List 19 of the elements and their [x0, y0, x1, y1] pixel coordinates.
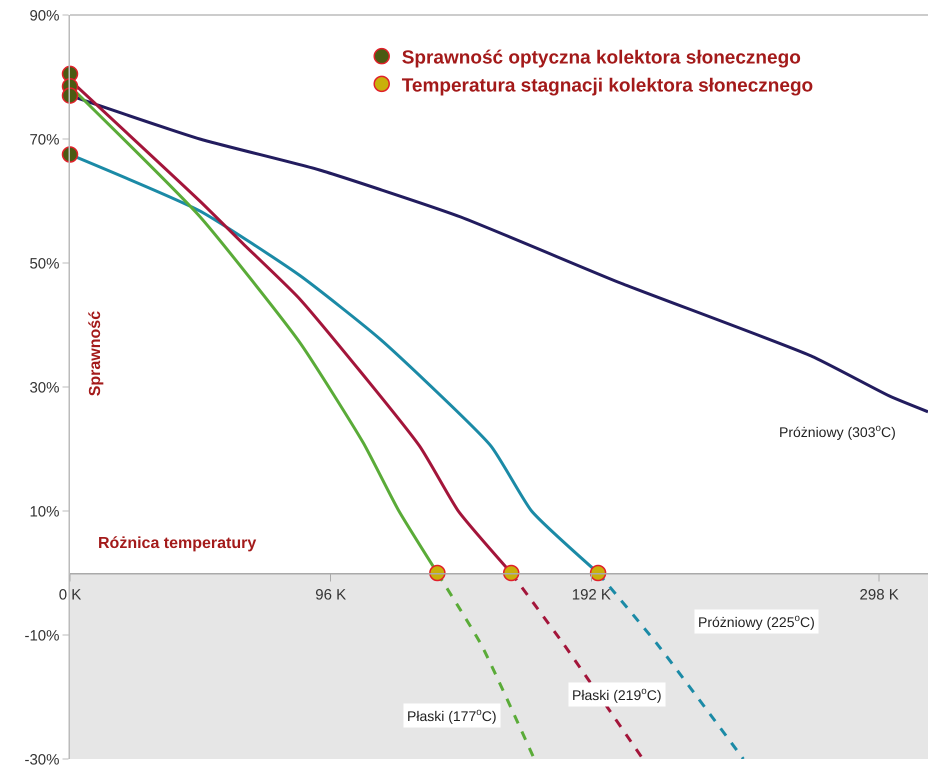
- y-tick-label: -30%: [24, 751, 60, 768]
- annotation: Płaski (177$^{o}$C): [407, 707, 496, 724]
- x-tick-label: 192 K: [572, 586, 611, 604]
- y-tick-label: 50%: [29, 255, 60, 272]
- legend-label: Temperatura stagnacji kolektora słonecznego: [402, 75, 814, 96]
- y-tick-label: 70%: [29, 131, 60, 148]
- y-tick-label: 10%: [29, 503, 60, 520]
- y-tick-label: 30%: [29, 379, 60, 396]
- legend-label: Sprawność optyczna kolektora słonecznego: [402, 48, 801, 69]
- annotation: Próżniowy (303$^{o}$C): [779, 423, 896, 440]
- x-tick-label: 96 K: [315, 586, 346, 604]
- y-axis-title: Sprawność: [87, 310, 104, 396]
- x-axis-title: Różnica temperatury: [98, 535, 256, 552]
- x-tick-label: 298 K: [860, 586, 899, 604]
- annotation: Próżniowy (225$^{o}$C): [698, 613, 815, 630]
- y-tick-label: -10%: [24, 627, 60, 644]
- x-tick-label: 0 K: [58, 586, 82, 604]
- annotation: Płaski (219$^{o}$C): [572, 686, 662, 703]
- y-tick-label: 90%: [29, 7, 60, 24]
